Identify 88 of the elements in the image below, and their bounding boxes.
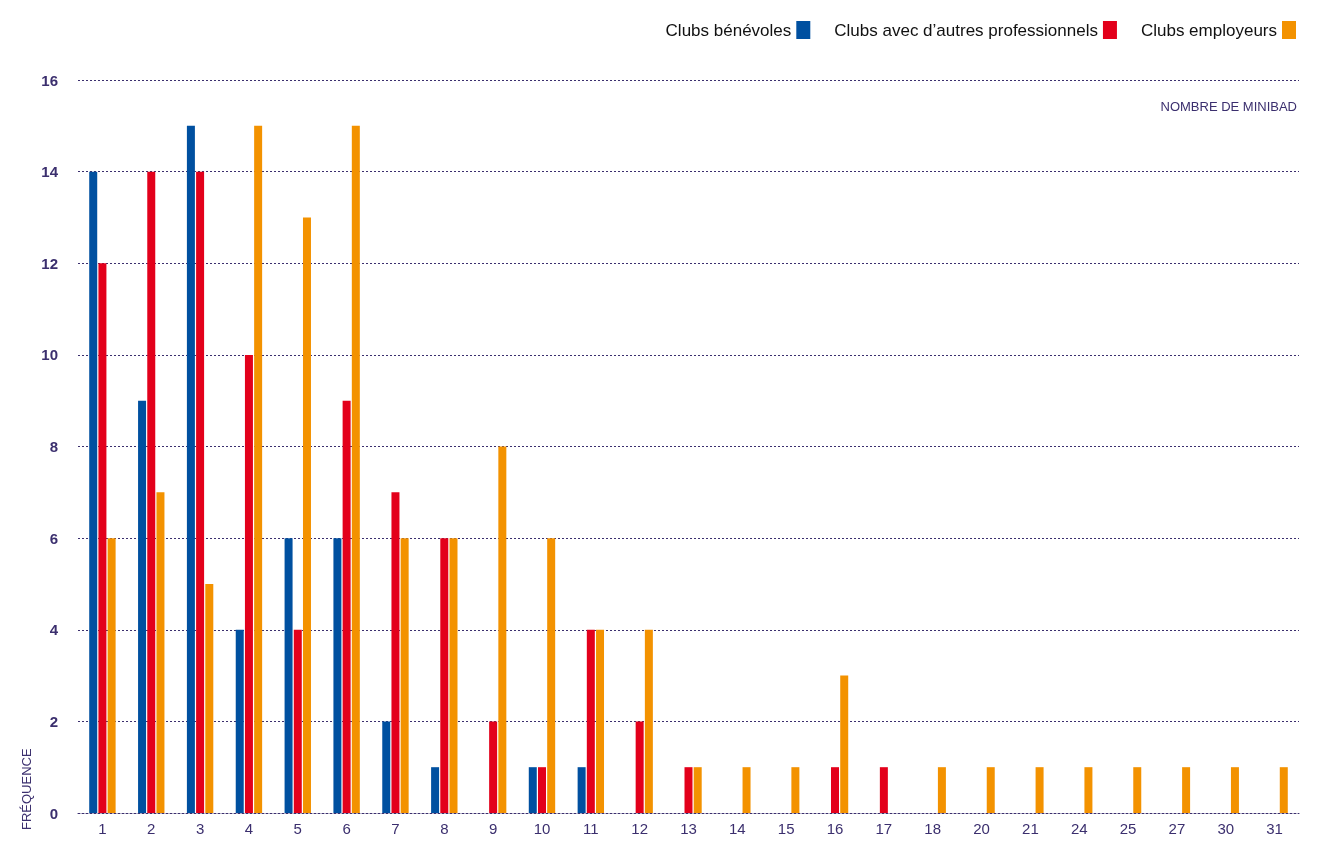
- bar: [791, 767, 800, 813]
- bar: [293, 629, 302, 813]
- legend-label: Clubs avec d’autres professionnels: [834, 20, 1098, 40]
- bar: [98, 263, 107, 813]
- x-tick-label: 8: [440, 820, 449, 837]
- bar: [333, 538, 342, 813]
- x-tick-label: 21: [1022, 820, 1039, 837]
- bar: [742, 767, 751, 813]
- bar: [1182, 767, 1191, 813]
- x-tick-label: 13: [680, 820, 697, 837]
- bar: [156, 492, 165, 813]
- x-tick-label: 3: [195, 820, 205, 837]
- x-tick-label: 20: [973, 820, 990, 837]
- bar: [937, 767, 946, 813]
- y-tick-label: 8: [49, 438, 58, 455]
- bar: [89, 171, 98, 813]
- y-tick-label: 0: [49, 804, 58, 822]
- bar: [196, 171, 205, 813]
- bar: [186, 125, 195, 813]
- bar: [1230, 767, 1239, 813]
- bar: [986, 767, 995, 813]
- bar: [831, 767, 840, 813]
- bar: [302, 217, 311, 813]
- x-tick-label: 18: [924, 820, 942, 837]
- x-tick-label: 6: [342, 820, 351, 837]
- x-axis-title: NOMBRE DE MINIBAD: [1160, 99, 1297, 114]
- bar: [440, 538, 449, 813]
- bar: [635, 721, 644, 813]
- x-tick-label: 12: [631, 820, 648, 837]
- y-tick-label: 14: [41, 163, 59, 181]
- x-tick-label: 14: [729, 820, 746, 837]
- bar: [449, 538, 458, 813]
- bar: [1133, 767, 1142, 813]
- y-tick-label: 6: [49, 529, 58, 547]
- bar: [235, 629, 244, 813]
- y-tick-label: 4: [49, 621, 59, 639]
- x-tick-label: 31: [1266, 820, 1283, 837]
- bar: [351, 125, 360, 813]
- x-tick-label: 17: [875, 820, 893, 837]
- x-tick-label: 16: [826, 820, 844, 837]
- y-tick-label: 12: [41, 254, 58, 272]
- x-tick-label: 2: [147, 820, 156, 837]
- bar: [586, 629, 595, 813]
- bar: [107, 538, 116, 813]
- bar: [537, 767, 546, 813]
- bar: [244, 354, 253, 813]
- legend-label: Clubs employeurs: [1140, 20, 1277, 40]
- y-axis-title: FRÉQUENCE: [19, 748, 34, 830]
- bar: [840, 675, 849, 813]
- x-tick-label: 9: [488, 820, 498, 837]
- x-tick-label: 25: [1119, 820, 1137, 837]
- x-tick-label: 27: [1168, 820, 1186, 837]
- x-tick-label: 30: [1217, 820, 1235, 837]
- bar: [391, 492, 400, 813]
- bar: [205, 583, 214, 813]
- bar: [1279, 767, 1288, 813]
- bar: [1084, 767, 1093, 813]
- bar: [498, 446, 507, 813]
- bar: [644, 629, 653, 813]
- bar: [400, 538, 409, 813]
- bar: [342, 400, 351, 813]
- bar: [684, 767, 693, 813]
- bar: [254, 125, 263, 813]
- bar: [596, 629, 605, 813]
- bar: [382, 721, 391, 813]
- y-tick-label: 2: [49, 712, 58, 730]
- bar: [147, 171, 156, 813]
- x-tick-label: 4: [244, 820, 254, 837]
- x-tick-label: 24: [1070, 820, 1088, 837]
- x-tick-label: 1: [98, 820, 107, 837]
- bar: [528, 767, 537, 813]
- y-tick-label: 16: [41, 71, 58, 89]
- x-tick-label: 5: [293, 820, 302, 837]
- bar: [547, 538, 556, 813]
- x-tick-label: 7: [391, 820, 400, 837]
- x-tick-label: 11: [583, 820, 599, 837]
- bar: [284, 538, 293, 813]
- bar: [489, 721, 498, 813]
- bar: [693, 767, 702, 813]
- bar: [431, 767, 440, 813]
- x-tick-label: 10: [533, 820, 551, 837]
- bar: [1035, 767, 1044, 813]
- legend-label: Clubs bénévoles: [665, 20, 792, 40]
- x-tick-label: 15: [777, 820, 795, 837]
- bar: [879, 767, 888, 813]
- y-tick-label: 10: [41, 346, 58, 364]
- bar: [577, 767, 586, 813]
- bar: [138, 400, 147, 813]
